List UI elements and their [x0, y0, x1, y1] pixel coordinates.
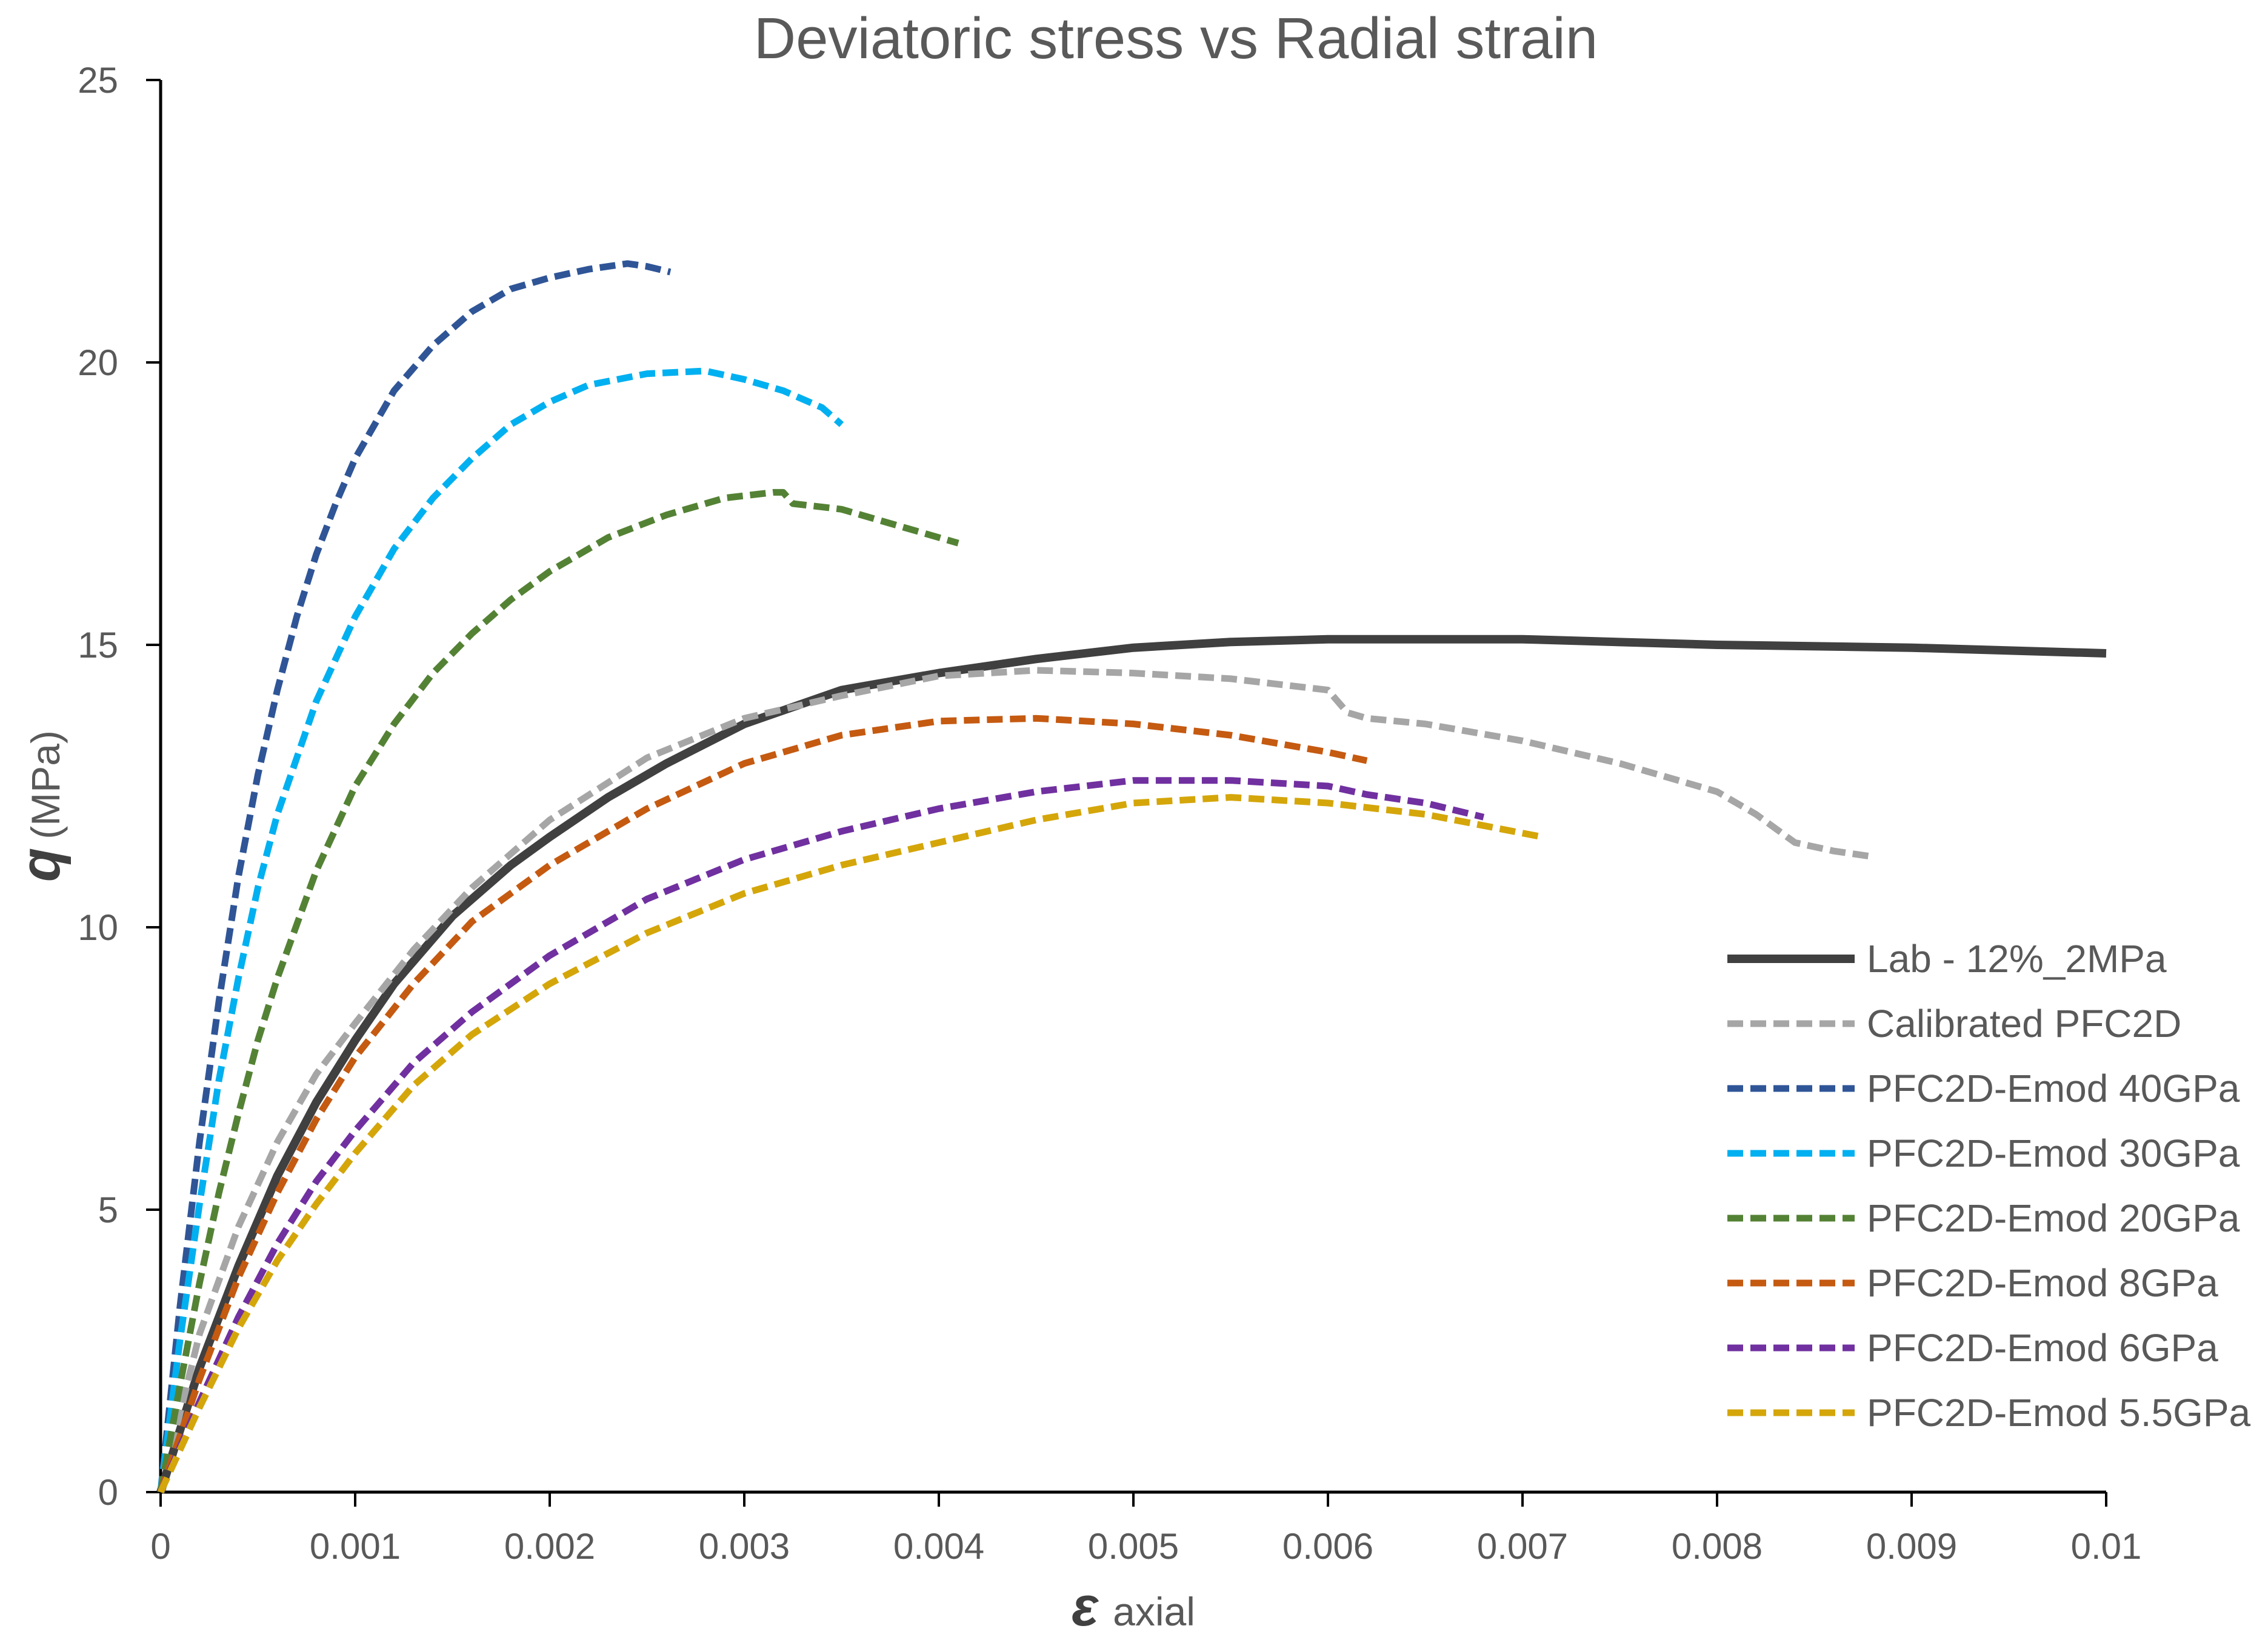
- x-tick-label: 0.001: [310, 1526, 401, 1567]
- series-line-0: [156, 635, 2107, 1494]
- y-axis-unit: (MPa): [23, 730, 68, 839]
- x-tick-label: 0.008: [1672, 1526, 1763, 1567]
- y-tick-label: 0: [98, 1472, 118, 1513]
- x-tick-label: 0.004: [893, 1526, 984, 1567]
- x-tick-label: 0.01: [2071, 1526, 2142, 1567]
- x-axis-symbol: ε: [1072, 1576, 1099, 1638]
- x-tick-label: 0: [150, 1526, 170, 1567]
- legend-label: PFC2D-Emod 20GPa: [1867, 1196, 2240, 1240]
- legend-label: PFC2D-Emod 30GPa: [1867, 1132, 2240, 1175]
- x-axis-title: ε axial: [1072, 1576, 1195, 1638]
- series-line-4: [157, 488, 959, 1493]
- chart-title: Deviatoric stress vs Radial strain: [754, 6, 1598, 71]
- x-axis-ticks: 0 0.001 0.002 0.003 0.004 0.005 0.006 0.007 0.00…: [150, 1492, 2141, 1567]
- y-axis-title: q (MPa): [10, 730, 72, 882]
- legend: Lab - 12%_2MPa Calibrated PFC2D PFC2D-Emod…: [1727, 937, 2251, 1435]
- y-axis-symbol: q: [10, 848, 72, 882]
- legend-label: Calibrated PFC2D: [1867, 1002, 2181, 1045]
- x-tick-label: 0.006: [1282, 1526, 1373, 1567]
- legend-label: Lab - 12%_2MPa: [1867, 937, 2167, 981]
- y-tick-label: 25: [78, 60, 118, 101]
- legend-label: PFC2D-Emod 5.5GPa: [1867, 1391, 2251, 1435]
- x-tick-label: 0.005: [1088, 1526, 1179, 1567]
- x-axis-text: axial: [1113, 1589, 1195, 1634]
- series-line-7: [158, 794, 1543, 1494]
- series-lines: [156, 260, 2107, 1494]
- y-tick-label: 10: [78, 907, 118, 948]
- series-line-3: [157, 367, 844, 1493]
- legend-label: PFC2D-Emod 40GPa: [1867, 1067, 2240, 1110]
- x-tick-label: 0.007: [1477, 1526, 1568, 1567]
- legend-label: PFC2D-Emod 6GPa: [1867, 1326, 2218, 1370]
- series-line-1: [157, 667, 1873, 1493]
- series-line-5: [157, 715, 1368, 1493]
- legend-label: PFC2D-Emod 8GPa: [1867, 1261, 2218, 1305]
- y-tick-label: 15: [78, 625, 118, 665]
- x-tick-label: 0.009: [1866, 1526, 1957, 1567]
- x-tick-label: 0.002: [504, 1526, 595, 1567]
- x-tick-label: 0.003: [699, 1526, 790, 1567]
- y-tick-label: 20: [78, 342, 118, 383]
- y-axis-ticks: 0 5 10 15 20 25: [78, 60, 161, 1513]
- series-line-6: [157, 777, 1485, 1494]
- series-line-2: [157, 260, 672, 1493]
- y-tick-label: 5: [98, 1190, 118, 1230]
